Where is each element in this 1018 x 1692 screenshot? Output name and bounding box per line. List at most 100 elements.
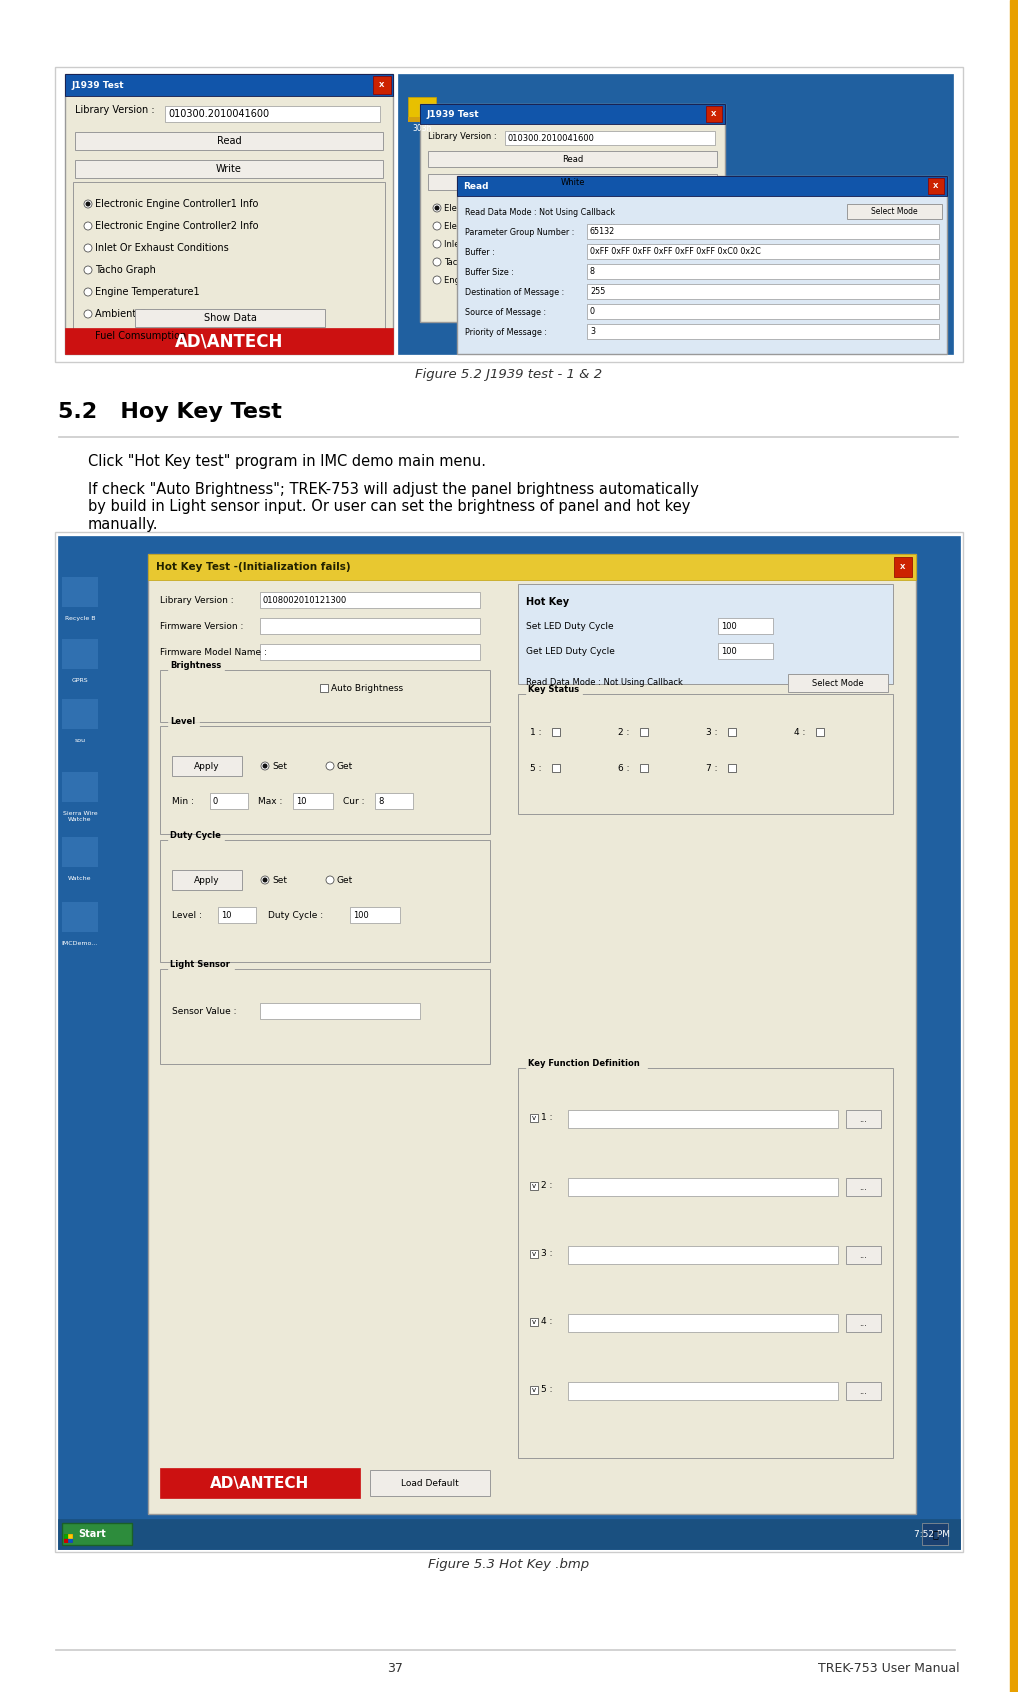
Text: ...: ... xyxy=(859,1318,867,1328)
Text: 6 :: 6 : xyxy=(618,763,629,773)
Bar xyxy=(568,1315,838,1332)
Bar xyxy=(568,1178,838,1196)
Text: Set: Set xyxy=(272,761,287,770)
Bar xyxy=(846,1245,881,1264)
Circle shape xyxy=(84,310,92,318)
Text: 5.2   Hoy Key Test: 5.2 Hoy Key Test xyxy=(58,403,282,421)
Text: Read: Read xyxy=(463,181,489,191)
Text: Key Status: Key Status xyxy=(528,685,579,694)
Text: 100: 100 xyxy=(353,910,369,919)
Circle shape xyxy=(87,203,90,206)
Text: Fuel Comsumption: Fuel Comsumption xyxy=(95,332,186,342)
Bar xyxy=(320,684,328,692)
Bar xyxy=(260,618,480,634)
Bar xyxy=(375,794,413,809)
Bar xyxy=(165,107,380,122)
Text: Get: Get xyxy=(337,875,353,885)
Text: TREK-753 User Manual: TREK-753 User Manual xyxy=(818,1662,960,1675)
Bar xyxy=(62,577,98,607)
Text: If check "Auto Brightness"; TREK-753 will adjust the panel brightness automatica: If check "Auto Brightness"; TREK-753 wil… xyxy=(88,482,699,531)
Text: Sensor Value :: Sensor Value : xyxy=(172,1007,236,1015)
Bar xyxy=(428,174,717,190)
Text: Tacho Graph: Tacho Graph xyxy=(95,266,156,276)
Text: Library Version :: Library Version : xyxy=(428,132,497,140)
Bar xyxy=(505,130,715,146)
Bar xyxy=(530,1183,538,1189)
Text: 📷: 📷 xyxy=(932,1530,938,1540)
Text: Level: Level xyxy=(170,717,195,726)
Bar xyxy=(210,794,248,809)
Text: Read Data Mode : Not Using Callback: Read Data Mode : Not Using Callback xyxy=(465,208,615,217)
Text: 010300.2010041600: 010300.2010041600 xyxy=(168,108,269,118)
Text: 7:52 PM: 7:52 PM xyxy=(914,1530,950,1538)
Circle shape xyxy=(84,244,92,252)
Bar xyxy=(846,1178,881,1196)
Text: 4 :: 4 : xyxy=(541,1318,553,1327)
Text: Click "Hot Key test" program in IMC demo main menu.: Click "Hot Key test" program in IMC demo… xyxy=(88,453,486,469)
Bar xyxy=(135,310,325,327)
Bar xyxy=(350,907,400,924)
Text: Cur :: Cur : xyxy=(343,797,364,805)
Text: Priority of Message :: Priority of Message : xyxy=(465,328,547,337)
Text: 3 :: 3 : xyxy=(706,728,718,736)
Text: v: v xyxy=(532,1183,536,1189)
Bar xyxy=(587,223,939,239)
Text: Firmware Model Name :: Firmware Model Name : xyxy=(160,648,267,656)
Text: Electronic Engine Controller1 Info: Electronic Engine Controller1 Info xyxy=(444,203,585,213)
Circle shape xyxy=(433,240,441,249)
Text: ...: ... xyxy=(859,1183,867,1191)
Text: Engine Temperature1: Engine Temperature1 xyxy=(95,288,200,298)
Bar xyxy=(530,1250,538,1257)
Text: 2 :: 2 : xyxy=(541,1181,553,1191)
Bar xyxy=(894,557,912,577)
Bar xyxy=(518,1068,893,1459)
Bar xyxy=(64,1535,72,1541)
Bar xyxy=(526,690,582,699)
Text: AD\ANTECH: AD\ANTECH xyxy=(175,332,283,350)
Bar xyxy=(530,1318,538,1327)
Bar xyxy=(73,183,385,332)
Text: 2 :: 2 : xyxy=(618,728,629,736)
Bar xyxy=(552,765,560,772)
Bar xyxy=(816,728,824,736)
Text: 65132: 65132 xyxy=(590,227,615,235)
Bar xyxy=(218,907,256,924)
Circle shape xyxy=(436,206,439,210)
Bar xyxy=(160,670,490,722)
Bar xyxy=(55,531,963,1552)
Bar xyxy=(260,592,480,607)
Text: Read Data Mode : Not Using Callback: Read Data Mode : Not Using Callback xyxy=(526,677,683,687)
Text: Write: Write xyxy=(216,164,242,174)
Bar xyxy=(728,728,736,736)
Text: 1 :: 1 : xyxy=(530,728,542,736)
Bar xyxy=(62,640,98,668)
Bar xyxy=(148,553,916,580)
Circle shape xyxy=(433,257,441,266)
Text: Get LED Duty Cycle: Get LED Duty Cycle xyxy=(526,646,615,655)
Bar xyxy=(587,244,939,259)
Bar xyxy=(62,838,98,866)
Text: Inlet Or Exhaust Conditions: Inlet Or Exhaust Conditions xyxy=(444,240,559,249)
Bar xyxy=(75,161,383,178)
Text: 10: 10 xyxy=(221,910,231,919)
Circle shape xyxy=(326,876,334,883)
Circle shape xyxy=(84,266,92,274)
Bar xyxy=(552,728,560,736)
Text: v: v xyxy=(532,1115,536,1122)
Text: Apply: Apply xyxy=(194,875,220,885)
Text: Key Function Definition: Key Function Definition xyxy=(528,1059,639,1068)
Circle shape xyxy=(326,761,334,770)
Bar xyxy=(428,151,717,168)
Text: 7 :: 7 : xyxy=(706,763,718,773)
Text: Electronic Engine Controller2 Info: Electronic Engine Controller2 Info xyxy=(95,222,259,232)
Text: Start: Start xyxy=(78,1530,106,1540)
Text: X: X xyxy=(934,183,939,190)
Text: sou: sou xyxy=(74,738,86,743)
Bar xyxy=(587,305,939,320)
Text: Set LED Duty Cycle: Set LED Duty Cycle xyxy=(526,621,614,631)
Bar xyxy=(75,132,383,151)
Bar xyxy=(160,1469,360,1497)
Bar xyxy=(526,1064,647,1073)
Text: v: v xyxy=(532,1250,536,1257)
Bar xyxy=(260,1003,420,1019)
